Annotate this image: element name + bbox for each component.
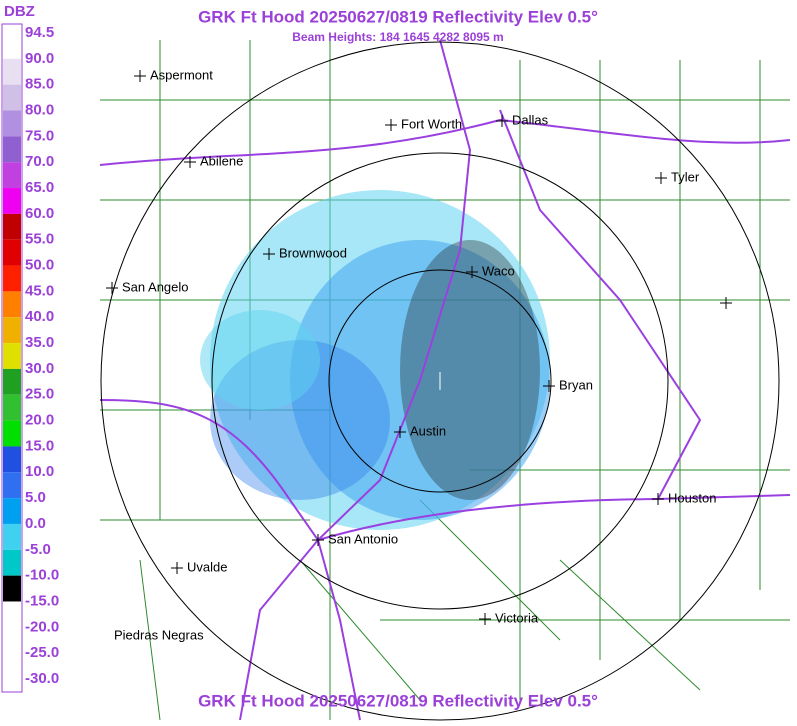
- colorbar-swatch: [3, 498, 21, 524]
- colorbar-swatch: [3, 317, 21, 344]
- colorbar-swatch: [3, 549, 21, 576]
- city-label: Fort Worth: [401, 116, 462, 131]
- city-label: Brownwood: [279, 245, 347, 260]
- city-label: San Angelo: [122, 279, 189, 294]
- colorbar-swatch: [3, 213, 21, 240]
- city-label: San Antonio: [328, 531, 398, 546]
- legend-label: 45.0: [25, 282, 54, 299]
- title: GRK Ft Hood 20250627/0819 Reflectivity E…: [198, 7, 598, 26]
- city-marker: [171, 562, 183, 574]
- city-marker: [496, 115, 508, 127]
- colorbar-swatch: [3, 188, 21, 214]
- city-marker: [385, 119, 397, 131]
- city-label: Uvalde: [187, 559, 227, 574]
- city-label: Victoria: [495, 610, 539, 625]
- legend-label: 50.0: [25, 257, 54, 274]
- legend-unit: DBZ: [4, 3, 35, 20]
- colorbar-swatch: [3, 265, 21, 292]
- legend-label: 65.0: [25, 179, 54, 196]
- colorbar-swatch: [3, 368, 21, 395]
- legend-label: -15.0: [25, 592, 59, 609]
- legend-label: 15.0: [25, 437, 54, 454]
- city-marker: [655, 172, 667, 184]
- legend-label: 20.0: [25, 412, 54, 429]
- legend-label: -25.0: [25, 644, 59, 661]
- colorbar-swatch: [3, 343, 21, 369]
- colorbar-swatch: [3, 627, 21, 654]
- colorbar-swatch: [3, 110, 21, 137]
- colorbar-swatch: [3, 162, 21, 189]
- legend-label: 70.0: [25, 153, 54, 170]
- colorbar-swatch: [3, 446, 21, 473]
- city-label: Aspermont: [150, 67, 213, 82]
- legend-label: 30.0: [25, 360, 54, 377]
- colorbar-swatch: [3, 420, 21, 447]
- legend-label: 94.5: [25, 24, 54, 41]
- legend-label: 90.0: [25, 50, 54, 67]
- city-marker: [106, 282, 118, 294]
- city-label: Piedras Negras: [114, 627, 204, 642]
- city-marker: [479, 613, 491, 625]
- legend-label: -10.0: [25, 567, 59, 584]
- colorbar-swatch: [3, 84, 21, 111]
- legend-label: 25.0: [25, 386, 54, 403]
- colorbar-swatch: [3, 239, 21, 266]
- legend-label: 80.0: [25, 101, 54, 118]
- city-marker: [394, 426, 406, 438]
- colorbar-swatch: [3, 601, 21, 628]
- colorbar-swatch: [3, 472, 21, 499]
- city-label: Waco: [482, 263, 515, 278]
- city-label: Dallas: [512, 112, 549, 127]
- colorbar-swatch: [3, 523, 21, 550]
- range-rings: [100, 41, 780, 721]
- city-marker: [263, 248, 275, 260]
- colorbar-swatch: [3, 58, 21, 85]
- colorbar-swatch: [3, 33, 21, 59]
- legend-label: 85.0: [25, 76, 54, 93]
- footer-title: GRK Ft Hood 20250627/0819 Reflectivity E…: [198, 691, 598, 710]
- colorbar-swatch: [3, 653, 21, 679]
- legend-label: -20.0: [25, 618, 59, 635]
- city-marker: [652, 493, 664, 505]
- legend-label: -30.0: [25, 670, 59, 687]
- city-label: Bryan: [559, 377, 593, 392]
- city-marker: [543, 380, 555, 392]
- legend-label: 35.0: [25, 334, 54, 351]
- city-marker: [184, 156, 196, 168]
- city-label: Houston: [668, 490, 716, 505]
- legend-label: 55.0: [25, 231, 54, 248]
- colorbar-swatch: [3, 291, 21, 318]
- colorbar-frame: [1, 23, 23, 693]
- city-marker: [466, 266, 478, 278]
- legend-label: -5.0: [25, 541, 51, 558]
- radar-echoes: [200, 190, 550, 530]
- colorbar-swatch: [3, 136, 21, 163]
- city-marker: [720, 297, 732, 309]
- colorbar-swatch: [3, 394, 21, 421]
- city-label: Abilene: [200, 153, 243, 168]
- subtitle: Beam Heights: 184 1645 4282 8095 m: [292, 30, 503, 44]
- city-marker: [312, 534, 324, 546]
- legend-label: 75.0: [25, 127, 54, 144]
- legend-label: 10.0: [25, 463, 54, 480]
- city-label: Austin: [410, 423, 446, 438]
- legend-label: 60.0: [25, 205, 54, 222]
- legend-label: 5.0: [25, 489, 46, 506]
- city-label: Tyler: [671, 169, 700, 184]
- city-marker: [134, 70, 146, 82]
- legend-label: 40.0: [25, 308, 54, 325]
- legend-label: 0.0: [25, 515, 46, 532]
- colorbar-swatch: [3, 575, 21, 602]
